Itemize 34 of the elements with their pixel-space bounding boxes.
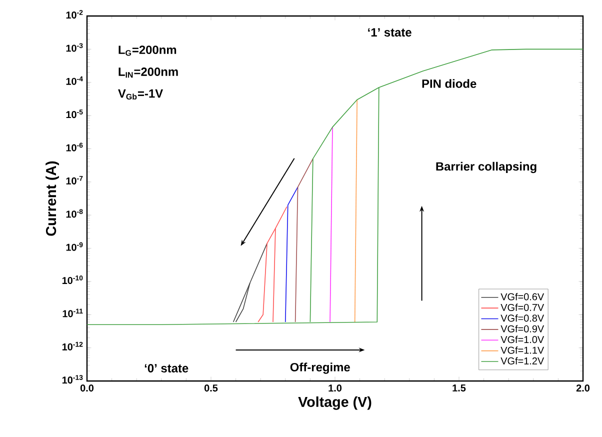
legend-label: VGf=1.1V (500, 346, 544, 354)
legend-label: VGf=1.0V (500, 336, 544, 344)
annotation: ‘0’ state (144, 364, 188, 372)
x-tick-label: 0.5 (204, 384, 218, 392)
annotation: Off-regime (290, 362, 350, 374)
x-tick-label: 1.5 (452, 384, 466, 392)
y-tick-label: 10$^{-3}$ (66, 43, 83, 52)
legend-label: VGf=0.8V (500, 314, 544, 322)
annotation: Barrier collapsing (436, 162, 536, 174)
y-tick-label: 10$^{-9}$ (66, 242, 83, 251)
y-tick-label: 10$^{-5}$ (66, 110, 83, 118)
y-tick-label: 10$^{-13}$ (62, 375, 83, 384)
y-tick-label: 10$^{-11}$ (62, 308, 83, 318)
x-tick-label: 1.0 (328, 384, 342, 392)
annotation: PIN diode (422, 79, 476, 88)
annotation: ‘1’ state (368, 28, 412, 37)
annotation: V$_{Gb}$=-1V (118, 89, 163, 100)
y-axis-title: Current (A) (46, 161, 59, 236)
legend-label: VGf=1.2V (500, 357, 544, 364)
annotation: L$_{IN}$=200nm (118, 68, 178, 78)
y-tick-label: 10$^{-8}$ (66, 209, 83, 218)
legend-label: VGf=0.7V (500, 304, 544, 311)
x-axis-title: Voltage (V) (298, 396, 372, 410)
y-tick-label: 10$^{-2}$ (66, 10, 83, 19)
annotation: L$_{G}$=200nm (118, 46, 176, 56)
y-tick-label: 10$^{-4}$ (66, 76, 83, 85)
x-tick-label: 2.0 (576, 384, 590, 392)
y-tick-label: 10$^{-10}$ (62, 275, 83, 284)
legend-label: VGf=0.6V (500, 292, 544, 300)
y-tick-label: 10$^{-7}$ (66, 176, 83, 184)
y-tick-label: 10$^{-12}$ (62, 342, 83, 350)
y-tick-label: 10$^{-6}$ (66, 142, 83, 152)
legend-label: VGf=0.9V (500, 325, 544, 332)
x-tick-label: 0.0 (80, 384, 94, 392)
